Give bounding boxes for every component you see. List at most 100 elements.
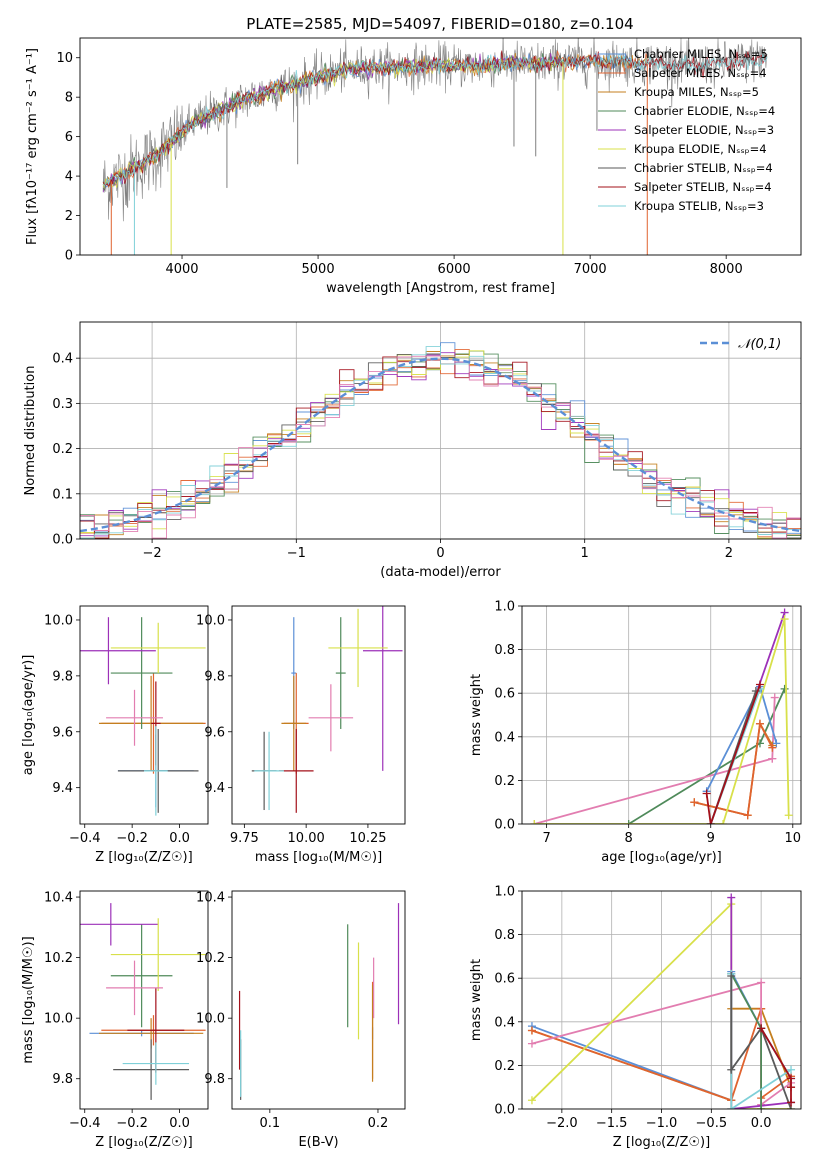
y-axis-label: Normed distribution <box>23 366 38 496</box>
x-tick-label: 0.0 <box>169 1116 190 1131</box>
axes-frame <box>521 890 802 1110</box>
y-tick-label: 2 <box>65 209 73 224</box>
y-axis-label: mass weight <box>469 959 484 1041</box>
model-spectrum-line <box>102 52 648 189</box>
y-tick-label: 0.6 <box>494 687 515 702</box>
panel-mass_vs_Z: −0.4 −0.2 0.0 9.8 10.0 10.2 10.4 Z [log₁₀(Z/Z☉)… <box>21 890 209 1150</box>
plot-area <box>80 903 206 1100</box>
x-tick-label: 7000 <box>574 262 607 277</box>
axes-frame <box>79 605 209 825</box>
weight-marker <box>755 719 764 728</box>
weight-marker <box>784 811 793 820</box>
x-tick-label: 6000 <box>438 262 471 277</box>
x-tick-label: 10.00 <box>288 831 325 846</box>
x-tick-label: −2 <box>143 546 162 561</box>
x-tick-label: −0.4 <box>69 831 101 846</box>
x-tick-label: 9.75 <box>230 831 259 846</box>
weight-marker <box>624 820 633 824</box>
y-tick-label: 10.2 <box>44 951 73 966</box>
legend-entry: Kroupa MILES, Nₛₛₚ=5 <box>634 85 759 99</box>
model-spectrum-line <box>102 53 768 187</box>
x-tick-label: −0.4 <box>69 1116 101 1131</box>
y-tick-label: 9.4 <box>52 781 73 796</box>
weight-marker <box>527 1026 536 1035</box>
weight-marker <box>772 739 781 748</box>
y-tick-label: 0.2 <box>52 442 73 457</box>
legend-entry: 𝒩(0,1) <box>738 337 781 352</box>
weight-marker <box>787 1074 796 1083</box>
legend-entry: Salpeter MILES, Nₛₛₚ=4 <box>634 66 767 80</box>
x-tick-label: 0.1 <box>260 1116 281 1131</box>
weight-marker <box>757 1024 766 1033</box>
y-tick-label: 9.6 <box>204 725 225 740</box>
x-tick-label: 7 <box>542 831 550 846</box>
axes-frame <box>231 890 406 1110</box>
axes-frame <box>521 605 802 825</box>
x-tick-label: 8 <box>625 831 633 846</box>
x-tick-label: −1 <box>287 546 306 561</box>
y-tick-label: 0.0 <box>52 533 73 548</box>
weight-marker <box>743 811 752 820</box>
weight-marker <box>768 743 777 752</box>
legend-entry: Kroupa ELODIE, Nₛₛₚ=4 <box>634 142 767 156</box>
plot-area <box>80 322 801 539</box>
y-tick-label: 0.1 <box>52 487 73 502</box>
y-tick-label: 0.2 <box>494 1059 515 1074</box>
x-tick-label: 4000 <box>165 262 198 277</box>
x-axis-label: E(B-V) <box>298 1135 338 1150</box>
panel-residuals: −2 −1 0 1 2 0.0 0.1 0.2 0.3 0.4 (data-model)/error… <box>23 321 802 580</box>
legend-entry: Kroupa STELIB, Nₛₛₚ=3 <box>634 199 764 213</box>
x-axis-label: Z [log₁₀(Z/Z☉)] <box>95 850 192 865</box>
x-tick-label: −0.2 <box>116 1116 148 1131</box>
residual-histogram <box>80 346 801 539</box>
plot-area <box>238 903 400 1100</box>
weight-marker <box>787 1065 796 1074</box>
y-tick-label: 9.8 <box>52 1072 73 1087</box>
axes-frame <box>79 890 209 1110</box>
plot-area <box>522 891 801 1109</box>
x-tick-label: −2.0 <box>546 1116 578 1131</box>
x-axis-label: Z [log₁₀(Z/Z☉)] <box>95 1135 192 1150</box>
weight-marker <box>530 820 539 824</box>
y-axis-label: age [log₁₀(age/yr)] <box>21 655 36 776</box>
axes-frame <box>79 321 802 540</box>
model-spectrum-line <box>102 50 768 191</box>
x-tick-label: 10.25 <box>349 831 386 846</box>
weight-marker <box>780 684 789 693</box>
legend-entry: Salpeter ELODIE, Nₛₛₚ=3 <box>634 123 774 137</box>
plot-area <box>102 38 768 255</box>
x-tick-label: 0.2 <box>368 1116 389 1131</box>
weight-marker <box>727 1065 736 1074</box>
y-tick-label: 0.8 <box>494 643 515 658</box>
y-tick-label: 0 <box>65 249 73 264</box>
weight-line <box>705 684 761 824</box>
y-tick-label: 10.0 <box>196 1012 225 1027</box>
y-tick-label: 1.0 <box>494 600 515 615</box>
y-axis-label: mass weight <box>469 674 484 756</box>
weight-marker <box>702 789 711 798</box>
residual-histogram <box>80 349 801 539</box>
y-tick-label: 10.0 <box>44 613 73 628</box>
x-tick-label: −1.5 <box>596 1116 628 1131</box>
weight-marker <box>527 1096 536 1105</box>
figure-title: PLATE=2585, MJD=54097, FIBERID=0180, z=0… <box>246 15 633 33</box>
weight-line <box>628 688 786 824</box>
y-tick-label: 0.3 <box>52 397 73 412</box>
y-axis-label: Flux [fλ10⁻¹⁷ erg cm⁻² s⁻¹ A⁻¹] <box>25 48 40 245</box>
legend-entry: Chabrier MILES, Nₛₛₚ=5 <box>634 47 768 61</box>
weight-marker <box>690 798 699 807</box>
y-tick-label: 6 <box>65 130 73 145</box>
y-tick-label: 0.8 <box>494 928 515 943</box>
y-tick-label: 9.4 <box>204 781 225 796</box>
weight-line <box>694 720 774 817</box>
weight-marker <box>787 1098 796 1107</box>
y-tick-label: 0.6 <box>494 972 515 987</box>
weight-marker <box>757 1105 766 1109</box>
panel-massweight_vs_Z: −2.0 −1.5 −1.0 −0.5 0.0 0.0 0.2 0.4 0.6 0.8 1.0 Z [… <box>469 885 802 1150</box>
weight-marker <box>757 978 766 987</box>
weight-marker <box>527 1039 536 1048</box>
x-tick-label: 2 <box>725 546 733 561</box>
weight-marker <box>780 615 789 624</box>
